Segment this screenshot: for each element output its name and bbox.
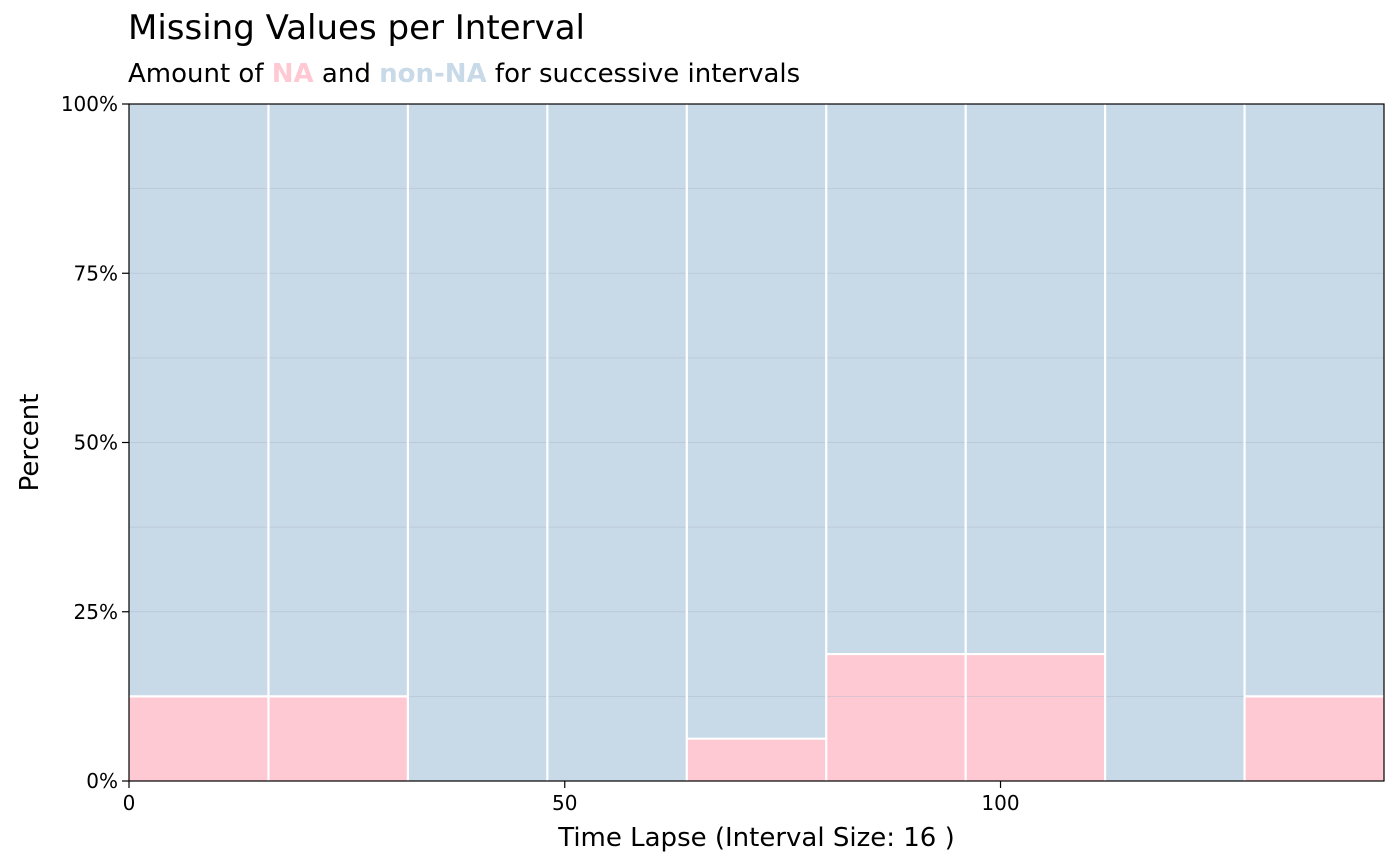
- x-tick-label: 0: [123, 791, 136, 815]
- y-tick-label: 50%: [74, 431, 118, 455]
- bar-non-na-5: [826, 104, 966, 655]
- subtitle-middle: and: [313, 59, 380, 89]
- bar-na-4: [686, 738, 827, 781]
- bar-na-6: [965, 654, 1106, 781]
- y-axis-title: Percent: [15, 394, 45, 492]
- x-tick-label: 100: [981, 791, 1019, 815]
- bar-non-na-1: [268, 104, 408, 697]
- y-tick-label: 100%: [61, 92, 118, 116]
- bar-na-0: [129, 696, 269, 781]
- bar-na-5: [826, 654, 966, 781]
- y-tick-label: 75%: [74, 261, 118, 285]
- x-axis-title: Time Lapse (Interval Size: 16 ): [557, 823, 955, 853]
- subtitle-suffix: for successive intervals: [486, 59, 801, 89]
- subtitle-non-na-label: non-NA: [379, 59, 487, 89]
- chart-subtitle: Amount of NA and non-NA for successive i…: [128, 58, 800, 90]
- bar-na-1: [268, 696, 408, 781]
- y-tick-label: 0%: [86, 769, 118, 793]
- bar-non-na-4: [686, 104, 827, 739]
- bar-na-8: [1244, 696, 1384, 781]
- axes: 0% 25% 50% 75% 100% 0 50 100: [61, 92, 1020, 815]
- chart-title: Missing Values per Interval: [128, 8, 585, 48]
- subtitle-prefix: Amount of: [128, 59, 272, 89]
- bar-non-na-6: [965, 104, 1106, 655]
- bar-non-na-0: [129, 104, 269, 697]
- interval-separators: [129, 104, 1384, 781]
- y-tick-label: 25%: [74, 600, 118, 624]
- x-tick-label: 50: [552, 791, 577, 815]
- subtitle-na-label: NA: [271, 59, 314, 89]
- bar-non-na-8: [1244, 104, 1384, 697]
